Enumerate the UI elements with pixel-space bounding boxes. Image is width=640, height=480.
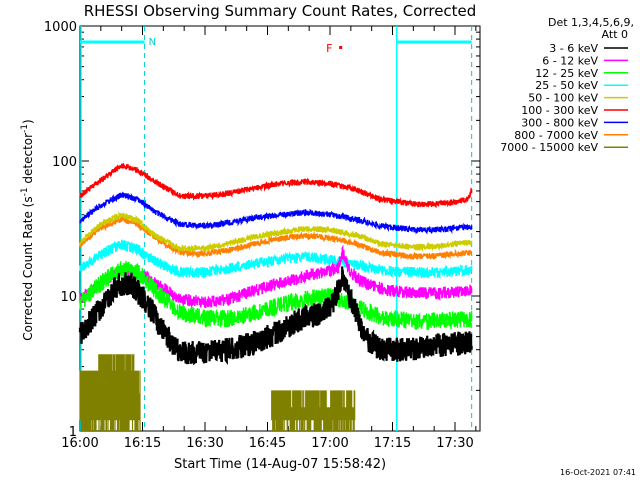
- y-axis-label: Corrected Count Rate (s-1 detector-1): [20, 119, 35, 340]
- legend-label: 100 - 300 keV: [521, 104, 598, 117]
- legend-label: 50 - 100 keV: [528, 92, 598, 105]
- x-tick-label: 16:45: [249, 436, 286, 451]
- series-band-3: [271, 390, 356, 431]
- series-line-3: [79, 260, 473, 331]
- series-line-4: [79, 239, 473, 280]
- x-tick-label: 16:30: [186, 436, 223, 451]
- legend-label: 25 - 50 keV: [535, 79, 598, 92]
- legend-label: 7000 - 15000 keV: [500, 141, 598, 154]
- x-tick-label: 17:30: [436, 436, 473, 451]
- x-tick-label: 17:00: [311, 436, 348, 451]
- y-tick-label: 1: [69, 425, 77, 440]
- x-tick-label: 16:15: [124, 436, 161, 451]
- y-tick-label: 1000: [44, 20, 77, 35]
- y-tick-label: 10: [60, 290, 77, 305]
- legend-label: 300 - 800 keV: [521, 116, 598, 129]
- chart-title: RHESSI Observing Summary Count Rates, Co…: [84, 2, 477, 20]
- legend-label: 12 - 25 keV: [535, 67, 598, 80]
- plot-area: 1 10 100 1000 16:00 16:15 16:30 16:45 17:00 17:15…: [44, 20, 481, 451]
- saa-bar-label: N: [149, 37, 156, 48]
- series-line-8: [79, 216, 473, 261]
- x-axis-label: Start Time (14-Aug-07 15:58:42): [174, 457, 386, 472]
- series-line-6: [79, 163, 473, 209]
- legend-label: 800 - 7000 keV: [514, 129, 598, 142]
- series-band-2: [98, 354, 135, 408]
- series-line-1: [78, 266, 473, 366]
- legend-label: 6 - 12 keV: [542, 54, 598, 67]
- series-line-7: [79, 191, 473, 235]
- legend-header-line-2: Att 0: [602, 28, 628, 41]
- legend-header-line-1: Det 1,3,4,5,6,9,: [548, 16, 634, 29]
- footer-timestamp: 16-Oct-2021 07:41: [560, 468, 636, 477]
- x-tick-label: 16:00: [61, 436, 98, 451]
- y-tick-label: 100: [52, 155, 77, 170]
- flare-marker-label: F: [326, 42, 332, 55]
- flare-marker-point: [339, 46, 343, 49]
- series-line-5: [79, 211, 473, 254]
- x-tick-label: 17:15: [374, 436, 411, 451]
- legend-label: 3 - 6 keV: [549, 42, 598, 55]
